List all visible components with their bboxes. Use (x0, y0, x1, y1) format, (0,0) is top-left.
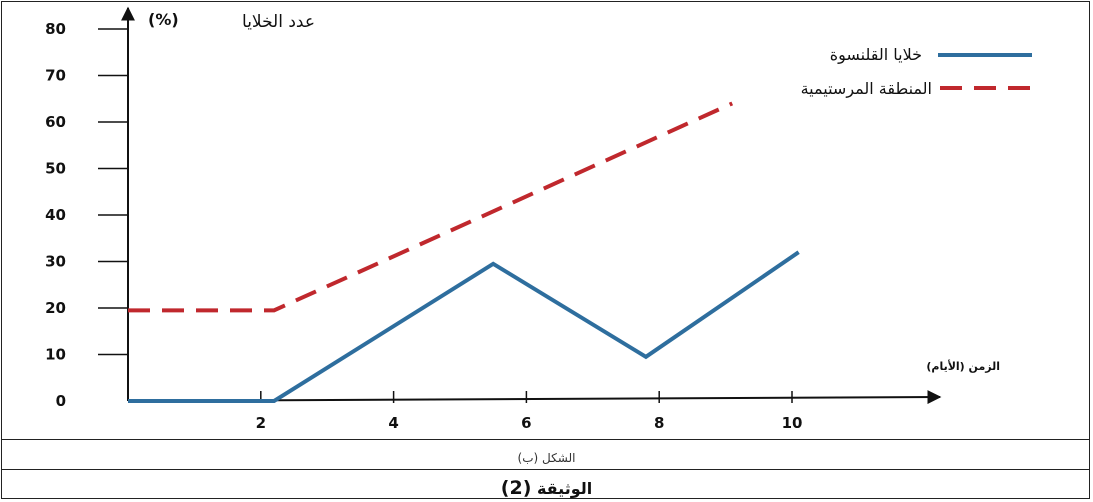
y-tick-label: 70 (45, 67, 66, 85)
legend-label: المنطقة المرستيمية (801, 79, 932, 99)
y-ticks: 0 10 20 30 40 50 60 70 80 (45, 20, 128, 410)
y-tick-label: 60 (45, 113, 66, 131)
y-axis-title: عدد الخلايا (242, 12, 315, 32)
series-layer (128, 101, 800, 403)
divider-line (2, 439, 1089, 440)
x-ticks: 2 4 6 8 10 (256, 391, 803, 432)
y-tick-label: 80 (45, 20, 66, 38)
document-caption: الوثيقة (2) (0, 477, 1093, 499)
series-line (128, 101, 734, 313)
x-axis-title: الزمن (الأيام) (926, 359, 1000, 373)
line-chart: 0 10 20 30 40 50 60 70 80 2 4 6 8 10 (%) عدد الخلايا… (45, 6, 1032, 432)
divider-line (2, 469, 1089, 470)
legend: خلايا القلنسوة المنطقة المرستيمية (801, 45, 1032, 99)
y-tick-label: 10 (45, 346, 66, 364)
y-tick-label: 40 (45, 206, 66, 224)
x-tick-label: 2 (256, 414, 266, 432)
x-tick-label: 10 (782, 414, 803, 432)
figure-caption: الشكل (ب) (517, 451, 576, 465)
y-tick-label: 30 (45, 253, 66, 271)
y-tick-label: 0 (56, 392, 66, 410)
series-line (128, 250, 800, 403)
x-tick-label: 8 (654, 414, 664, 432)
x-tick-label: 6 (521, 414, 531, 432)
legend-label: خلايا القلنسوة (830, 45, 922, 65)
x-tick-label: 4 (388, 414, 398, 432)
document-number: (2) (500, 477, 532, 499)
y-tick-label: 20 (45, 299, 66, 317)
document-label: الوثيقة (536, 479, 593, 498)
y-axis-unit: (%) (148, 10, 179, 29)
y-tick-label: 50 (45, 160, 66, 178)
